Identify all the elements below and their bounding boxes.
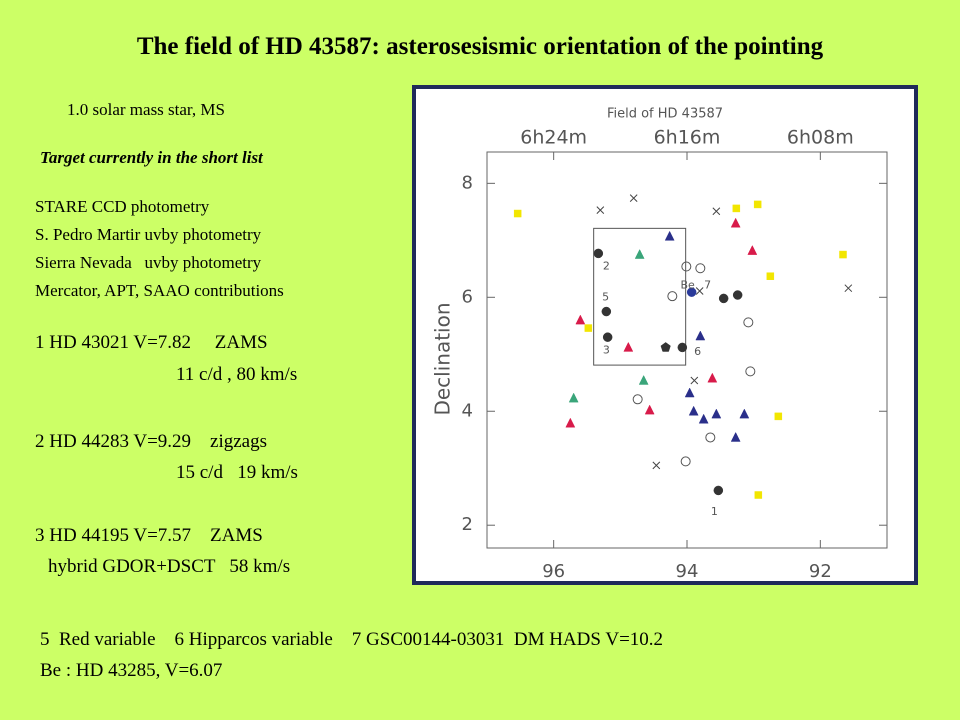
photometry-line: STARE CCD photometry (35, 197, 210, 216)
star-marker (593, 248, 604, 259)
chart: Field of HD 43587 Declination 8 6 4 2 96 94 92… (431, 107, 888, 581)
star-label: 6 (694, 345, 701, 358)
star-marker (667, 291, 678, 302)
star-marker (730, 431, 741, 442)
star-marker (743, 317, 754, 328)
target-line: hybrid GDOR+DSCT 58 km/s (48, 556, 291, 577)
x-tick-label: 92 (809, 561, 832, 581)
star-marker (844, 284, 853, 293)
star-marker (698, 413, 709, 424)
star-marker (713, 485, 724, 496)
star-label: 3 (603, 343, 610, 356)
photometry-line: Mercator, APT, SAAO contributions (35, 281, 284, 300)
star-marker (774, 412, 783, 421)
star-marker (745, 366, 756, 377)
plot-frame (486, 151, 888, 549)
star-marker (684, 387, 695, 398)
star-marker (601, 306, 612, 317)
footer-line: 5 Red variable 6 Hipparcos variable 7 GS… (40, 629, 664, 650)
star-marker (638, 374, 649, 385)
star-marker (677, 342, 688, 353)
star-marker (575, 314, 586, 325)
star-marker (680, 456, 691, 467)
star-marker (690, 376, 699, 385)
photometry-line: Sierra Nevada uvby photometry (35, 253, 262, 272)
star-marker (664, 230, 675, 241)
star-marker (644, 404, 655, 415)
star-label: 5 (602, 290, 609, 303)
star-marker (596, 206, 605, 214)
star-marker (634, 249, 645, 259)
star-marker (718, 293, 729, 304)
star-marker (754, 491, 763, 499)
star-marker (602, 332, 613, 342)
star-marker (747, 245, 758, 255)
star-marker (688, 405, 699, 416)
star-marker (660, 342, 671, 352)
star-marker (732, 290, 743, 300)
x2-tick-label: 6h16m (654, 127, 721, 149)
star-marker (705, 432, 716, 443)
star-marker (632, 394, 643, 405)
star-marker (695, 287, 704, 295)
target-line: 11 c/d , 80 km/s (176, 364, 298, 385)
y-tick-label: 6 (462, 286, 473, 307)
star-marker (652, 461, 661, 470)
target-line: 1 HD 43021 V=7.82 ZAMS (35, 332, 268, 353)
figure-title: Field of HD 43587 (607, 107, 723, 122)
star-marker (712, 207, 721, 216)
status: Target currently in the short list (40, 148, 263, 167)
star-marker (839, 250, 847, 259)
star-marker (686, 287, 697, 297)
field-box (593, 227, 687, 366)
footer-line: Be : HD 43285, V=6.07 (40, 660, 223, 681)
slide-title: The field of HD 43587: asterosesismic or… (136, 33, 824, 60)
target-line: 2 HD 44283 V=9.29 zigzags (35, 431, 268, 452)
star-marker (732, 204, 741, 213)
star-marker (623, 341, 634, 352)
star-marker (753, 200, 762, 209)
star-marker (766, 272, 775, 280)
star-marker (584, 324, 593, 332)
figure: Field of HD 43587 Declination 8 6 4 2 96 94 92… (412, 85, 918, 585)
star-label: 2 (603, 260, 610, 273)
x2-tick-label: 6h08m (787, 127, 854, 149)
x-tick-label: 96 (542, 561, 565, 581)
target-line: 15 c/d 19 km/s (176, 462, 298, 483)
y-axis-label: Declination (431, 302, 455, 415)
star-marker (513, 209, 522, 218)
y-tick-label: 8 (462, 172, 473, 193)
star-label: 7 (704, 278, 711, 291)
star-marker (629, 194, 638, 203)
star-marker (681, 261, 692, 272)
y-tick-label: 2 (462, 514, 473, 535)
subtitle: 1.0 solar mass star, MS (67, 100, 225, 119)
target-line: 3 HD 44195 V=7.57 ZAMS (35, 525, 263, 546)
star-marker (565, 417, 576, 428)
star-marker (739, 408, 750, 419)
y-tick-label: 4 (462, 400, 473, 421)
star-marker (711, 408, 722, 419)
star-marker (707, 372, 718, 383)
star-label: Be (681, 278, 696, 291)
star-marker (695, 330, 706, 341)
photometry-line: S. Pedro Martir uvby photometry (35, 225, 262, 244)
star-label: 1 (711, 505, 718, 518)
star-marker (568, 392, 579, 403)
x2-tick-label: 6h24m (520, 127, 587, 149)
x-tick-label: 94 (676, 561, 699, 581)
star-marker (695, 263, 706, 274)
star-marker (730, 217, 741, 228)
